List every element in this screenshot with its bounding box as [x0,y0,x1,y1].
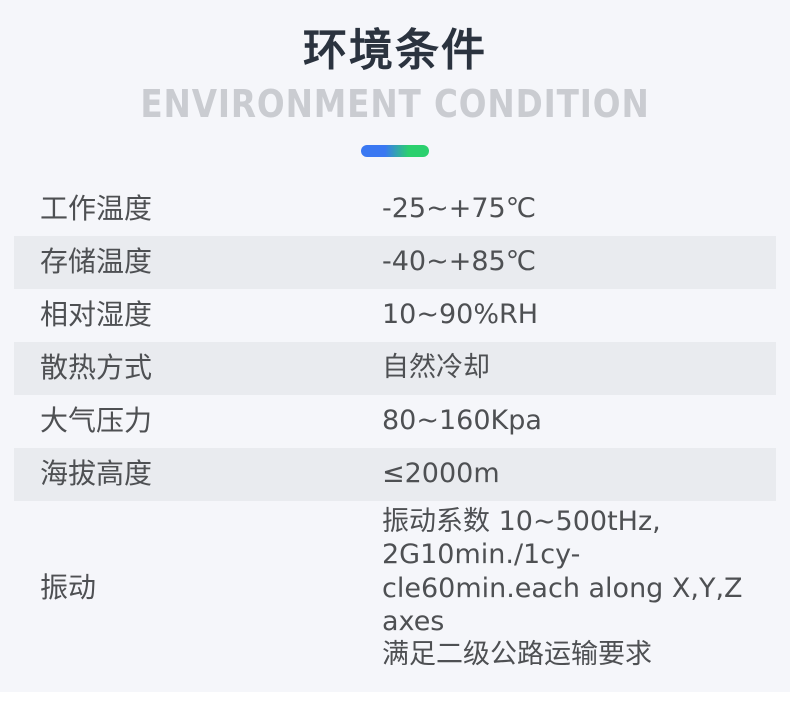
spec-value: ≤2000m [382,458,500,490]
spec-label: 相对湿度 [40,298,153,332]
spec-table: 工作温度 -25~+75℃ 存储温度 -40~+85℃ 相对湿度 10~90%R… [14,183,776,676]
spec-value: -25~+75℃ [382,193,537,225]
table-row: 工作温度 -25~+75℃ [14,183,776,236]
table-row: 相对湿度 10~90%RH [14,289,776,342]
table-row: 海拔高度 ≤2000m [14,447,776,501]
table-row: 振动 振动系数 10~500tHz, 2G10min./1cy- cle60mi… [14,501,776,676]
accent-gradient-bar [361,144,429,157]
spec-value: 80~160Kpa [382,405,542,437]
footer-strip [0,692,790,702]
spec-label: 存储温度 [40,245,153,279]
spec-value: -40~+85℃ [382,246,537,278]
page-header: 环境条件 ENVIRONMENT CONDITION [0,0,790,157]
table-row: 散热方式 自然冷却 [14,341,776,395]
spec-label: 大气压力 [40,404,153,438]
table-row: 存储温度 -40~+85℃ [14,235,776,289]
spec-label: 散热方式 [40,351,153,385]
spec-value: 自然冷却 [382,352,490,384]
spec-value: 振动系数 10~500tHz, 2G10min./1cy- cle60min.e… [382,505,743,671]
page-subtitle: ENVIRONMENT CONDITION [140,81,650,126]
spec-label: 振动 [40,571,97,605]
spec-value: 10~90%RH [382,299,539,331]
table-row: 大气压力 80~160Kpa [14,395,776,448]
spec-label: 海拔高度 [40,457,153,491]
spec-label: 工作温度 [40,192,153,226]
page-title: 环境条件 [303,25,487,76]
